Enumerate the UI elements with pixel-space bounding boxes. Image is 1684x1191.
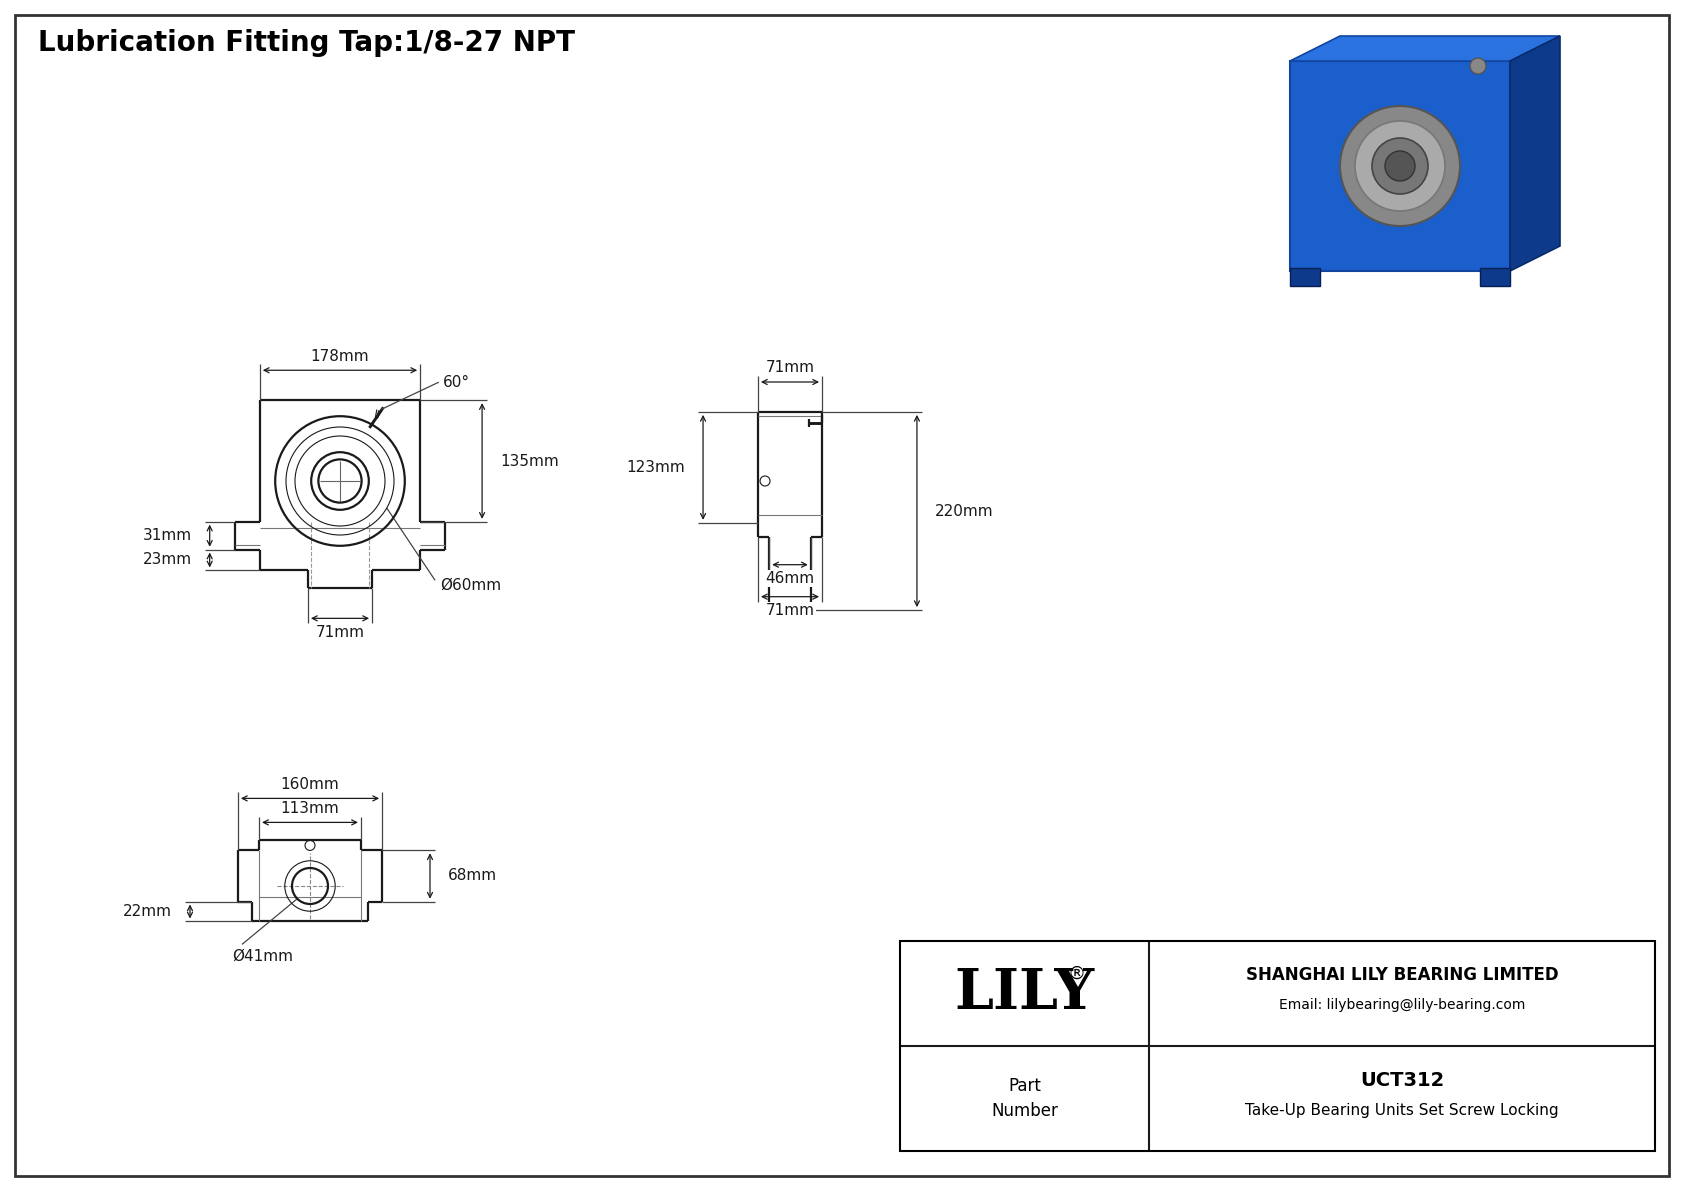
- Text: 60°: 60°: [443, 375, 470, 389]
- Text: 113mm: 113mm: [281, 800, 340, 816]
- Polygon shape: [1290, 61, 1511, 272]
- Circle shape: [1372, 138, 1428, 194]
- Text: UCT312: UCT312: [1361, 1071, 1445, 1090]
- Circle shape: [1340, 106, 1460, 226]
- Polygon shape: [1511, 36, 1559, 272]
- Circle shape: [1356, 121, 1445, 211]
- Text: ®: ®: [1068, 965, 1086, 983]
- Text: 23mm: 23mm: [143, 553, 192, 567]
- Circle shape: [1470, 58, 1485, 74]
- Text: 71mm: 71mm: [315, 625, 364, 640]
- Text: 71mm: 71mm: [766, 361, 815, 375]
- Text: 46mm: 46mm: [766, 572, 815, 586]
- Bar: [1480, 268, 1511, 286]
- Text: 135mm: 135mm: [500, 454, 559, 468]
- Bar: [1290, 268, 1320, 286]
- Text: LILY: LILY: [955, 966, 1095, 1021]
- Text: 220mm: 220mm: [935, 504, 994, 518]
- Text: SHANGHAI LILY BEARING LIMITED: SHANGHAI LILY BEARING LIMITED: [1246, 967, 1558, 985]
- Text: Email: lilybearing@lily-bearing.com: Email: lilybearing@lily-bearing.com: [1278, 998, 1526, 1012]
- Text: 123mm: 123mm: [626, 460, 685, 475]
- Text: 178mm: 178mm: [310, 349, 369, 363]
- Circle shape: [1384, 151, 1415, 181]
- Text: 71mm: 71mm: [766, 603, 815, 618]
- Text: 31mm: 31mm: [143, 528, 192, 543]
- Text: 160mm: 160mm: [281, 777, 340, 792]
- Text: Take-Up Bearing Units Set Screw Locking: Take-Up Bearing Units Set Screw Locking: [1244, 1103, 1559, 1118]
- Text: Ø41mm: Ø41mm: [232, 949, 293, 964]
- Text: Lubrication Fitting Tap:1/8-27 NPT: Lubrication Fitting Tap:1/8-27 NPT: [39, 29, 574, 57]
- Text: 68mm: 68mm: [448, 868, 497, 884]
- Bar: [899, 941, 1655, 1151]
- Text: Ø60mm: Ø60mm: [440, 578, 502, 593]
- Polygon shape: [1290, 36, 1559, 61]
- Text: 22mm: 22mm: [123, 904, 172, 919]
- Text: Part
Number: Part Number: [992, 1077, 1058, 1120]
